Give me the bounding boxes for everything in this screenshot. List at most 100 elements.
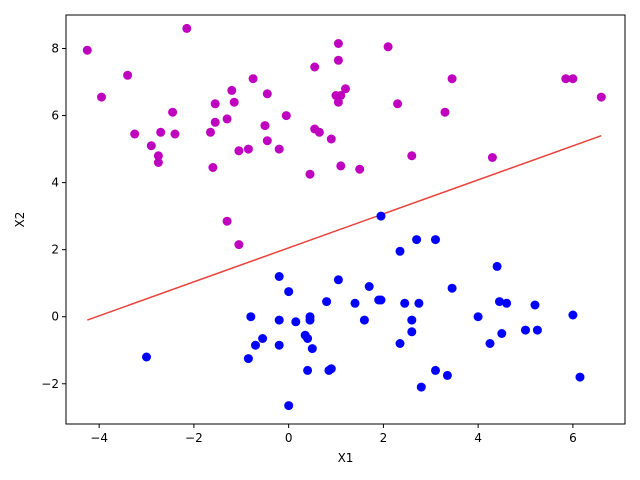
blue-data-point — [442, 370, 452, 380]
x-tick-label: 0 — [285, 431, 293, 445]
magenta-data-point — [310, 62, 320, 72]
magenta-data-point — [407, 151, 417, 161]
magenta-data-point — [234, 146, 244, 156]
y-tick-label: 2 — [51, 243, 59, 257]
blue-data-point — [568, 310, 578, 320]
blue-data-point — [364, 282, 374, 291]
magenta-data-point — [170, 129, 180, 139]
blue-data-point — [326, 364, 336, 374]
blue-data-point — [291, 317, 301, 327]
blue-data-point — [485, 339, 495, 348]
magenta-data-point — [487, 153, 497, 162]
blue-data-point — [575, 372, 585, 382]
blue-data-point — [274, 272, 284, 281]
blue-data-point — [376, 211, 386, 221]
magenta-data-point — [123, 70, 133, 80]
magenta-data-point — [168, 107, 178, 117]
blue-data-point — [447, 283, 457, 293]
y-axis: −2 0 2 4 6 8 — [41, 42, 66, 391]
x-axis: −4 −2 0 2 4 6 — [90, 424, 577, 445]
magenta-data-point — [568, 74, 578, 84]
blue-data-point — [395, 339, 405, 348]
blue-data-point — [407, 327, 417, 337]
magenta-data-point — [153, 158, 163, 167]
magenta-data-point — [243, 144, 253, 154]
blue-data-point — [412, 235, 422, 245]
blue-data-point — [284, 401, 294, 411]
magenta-data-point — [153, 151, 163, 161]
x-tick-label: 4 — [474, 431, 482, 445]
magenta-data-point — [210, 117, 220, 127]
magenta-data-point — [333, 55, 343, 65]
magenta-data-point — [393, 99, 403, 109]
blue-data-point — [416, 382, 426, 392]
magenta-data-point — [146, 141, 156, 151]
blue-data-point — [258, 334, 268, 343]
magenta-data-point — [130, 129, 140, 139]
blue-data-point — [251, 340, 260, 350]
magenta-data-point — [227, 85, 237, 95]
y-tick-label: 4 — [51, 176, 59, 190]
blue-data-point — [274, 340, 284, 350]
blue-data-point — [303, 334, 313, 343]
blue-data-point — [495, 297, 504, 307]
blue-data-point — [521, 325, 530, 335]
magenta-data-point — [234, 240, 244, 250]
magenta-data-point — [229, 97, 239, 107]
magenta-data-point — [305, 169, 315, 179]
magenta-data-point — [206, 127, 215, 137]
y-tick-label: 6 — [51, 109, 59, 123]
blue-data-point — [322, 297, 332, 307]
blue-data-point — [414, 298, 424, 308]
magenta-data-point — [97, 92, 106, 102]
magenta-data-point — [208, 163, 218, 172]
magenta-data-point — [336, 161, 346, 171]
magenta-data-point — [596, 92, 606, 102]
y-tick-label: 8 — [51, 42, 59, 56]
magenta-data-point — [336, 91, 346, 100]
magenta-data-point — [281, 111, 291, 121]
blue-data-point — [395, 246, 405, 256]
magenta-data-point — [314, 127, 324, 137]
x-tick-label: 6 — [569, 431, 577, 445]
magenta-data-point — [156, 127, 166, 137]
blue-data-point — [407, 315, 417, 325]
y-axis-label: X2 — [13, 212, 27, 228]
magenta-data-point — [222, 114, 232, 124]
blue-data-point — [274, 315, 284, 325]
magenta-data-point — [82, 45, 92, 55]
magenta-data-point — [326, 134, 336, 144]
blue-data-point — [431, 365, 440, 375]
magenta-data-point — [222, 216, 232, 226]
magenta-data-point — [262, 89, 272, 99]
blue-data-point — [305, 312, 315, 322]
blue-data-point — [532, 325, 542, 335]
blue-data-point — [502, 298, 512, 308]
blue-data-point — [492, 261, 502, 271]
blue-data-point — [497, 329, 507, 338]
blue-data-point — [333, 275, 343, 285]
magenta-data-point — [274, 144, 284, 154]
x-axis-label: X1 — [338, 451, 354, 465]
blue-data-point — [142, 352, 151, 362]
x-tick-label: −2 — [185, 431, 203, 445]
blue-data-point — [303, 365, 313, 375]
magenta-data-point — [333, 39, 343, 48]
y-tick-label: 0 — [51, 310, 59, 324]
blue-data-point — [400, 298, 410, 308]
magenta-data-point — [341, 84, 350, 94]
x-tick-label: −4 — [90, 431, 108, 445]
magenta-data-point — [440, 107, 450, 117]
magenta-data-point — [561, 74, 571, 84]
blue-data-point — [359, 315, 369, 325]
decision-boundary-line — [87, 134, 602, 321]
magenta-data-point — [260, 121, 270, 131]
y-tick-label: −2 — [41, 377, 59, 391]
magenta-data-point — [383, 42, 393, 52]
blue-data-point — [530, 300, 540, 310]
blue-data-point — [307, 344, 317, 354]
magenta-data-point — [355, 164, 365, 174]
blue-data-point — [243, 354, 253, 364]
